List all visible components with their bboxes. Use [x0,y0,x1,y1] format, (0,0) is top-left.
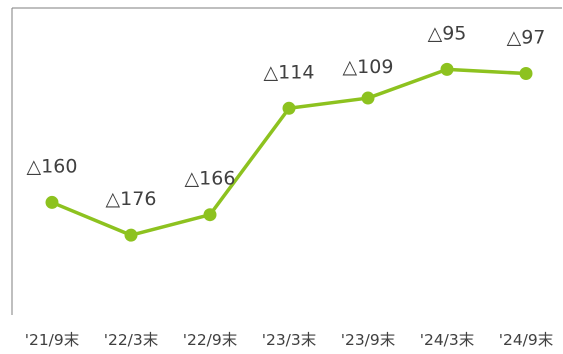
x-tick-label-4: '23/3末 [262,331,317,349]
plot-frame [11,7,562,315]
data-labels-group: △160 △176 △166 △114 △109 △95 △97 [27,22,546,210]
series-line [50,67,528,237]
data-label-2: △176 [106,188,157,210]
x-tick-label-1: '21/9末 [25,331,80,349]
data-label-4: △114 [264,61,315,83]
data-point-3 [203,208,217,222]
data-point-6 [440,62,454,76]
series-line-group [45,62,533,242]
x-tick-label-5: '23/9末 [341,331,396,349]
data-point-1 [45,195,59,209]
x-tick-label-7: '24/9末 [499,331,554,349]
x-tick-label-6: '24/3末 [420,331,475,349]
data-label-3: △166 [185,168,236,190]
x-tick-label-2: '22/3末 [104,331,159,349]
x-axis-tick-labels: '21/9末 '22/3末 '22/9末 '23/3末 '23/9末 '24/3末 '24/… [25,331,554,349]
data-point-7 [519,66,533,80]
data-label-7: △97 [507,26,546,48]
data-point-2 [124,228,138,242]
data-label-1: △160 [27,155,78,177]
data-point-5 [361,91,375,105]
data-point-4 [282,101,296,115]
data-label-5: △109 [343,56,394,78]
x-tick-label-3: '22/9末 [183,331,238,349]
data-label-6: △95 [428,22,467,44]
